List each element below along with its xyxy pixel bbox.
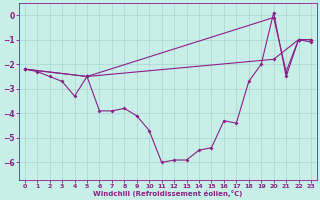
X-axis label: Windchill (Refroidissement éolien,°C): Windchill (Refroidissement éolien,°C)	[93, 190, 243, 197]
